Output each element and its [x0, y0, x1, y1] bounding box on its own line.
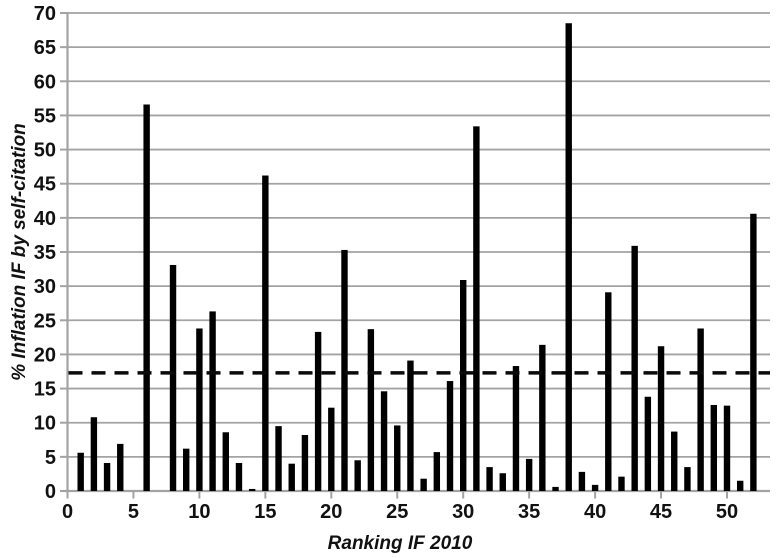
y-tick-label: 15	[34, 379, 56, 401]
bar	[591, 484, 599, 491]
x-tick-labels: 0 5 10 15 20 25 30 35 40 45 50	[62, 501, 738, 523]
gridlines	[67, 12, 770, 458]
x-tick-label: 30	[452, 501, 474, 523]
bar	[552, 486, 559, 491]
bar	[605, 292, 612, 491]
bar	[631, 245, 638, 491]
y-tick-label: 65	[34, 37, 56, 59]
x-tick-label: 25	[386, 501, 408, 523]
bar	[248, 488, 256, 491]
bar	[618, 476, 625, 491]
bar	[367, 329, 375, 491]
bar	[380, 391, 388, 491]
bar	[671, 431, 678, 491]
y-tick-label: 5	[45, 447, 56, 469]
bar	[209, 311, 216, 491]
bar	[314, 331, 322, 491]
y-tick-label: 45	[34, 174, 56, 196]
y-tick-label: 50	[34, 140, 56, 162]
bar	[90, 417, 98, 491]
y-tick-label: 35	[34, 242, 56, 264]
bar	[539, 344, 546, 491]
bar	[288, 463, 295, 491]
bar	[183, 448, 190, 491]
y-axis-title: % Inflation IF by self-citation	[9, 123, 30, 381]
x-axis-title: Ranking IF 2010	[328, 533, 473, 554]
y-tick-label: 40	[34, 208, 56, 230]
x-tick-label: 20	[320, 501, 342, 523]
bar	[235, 463, 243, 491]
bar	[407, 360, 414, 491]
bar	[525, 458, 533, 491]
bar	[578, 471, 586, 491]
bar	[697, 328, 704, 491]
x-tick-label: 45	[650, 501, 672, 523]
bar	[222, 432, 229, 491]
bar	[750, 213, 757, 491]
bar	[644, 396, 652, 491]
y-tick-label: 70	[34, 3, 56, 25]
bar	[143, 104, 150, 491]
y-tick-label: 20	[34, 344, 56, 366]
bar	[710, 404, 718, 491]
bar	[301, 435, 309, 491]
y-axis-ticks	[60, 12, 68, 492]
bar	[736, 480, 744, 491]
bar	[420, 478, 427, 491]
bar	[328, 407, 335, 491]
bar	[473, 126, 480, 492]
x-tick-label: 50	[716, 501, 738, 523]
bar	[446, 381, 454, 491]
x-tick-label: 35	[518, 501, 540, 523]
x-tick-label: 0	[62, 501, 73, 523]
x-axis-ticks	[66, 491, 728, 499]
bar	[77, 452, 84, 491]
y-tick-label: 55	[34, 105, 56, 127]
bar	[275, 426, 282, 491]
bar	[196, 328, 203, 491]
x-tick-label: 5	[128, 501, 139, 523]
bar	[684, 467, 691, 491]
y-tick-labels: 0 5 10 15 20 25 30 35 40 45 50 55 60 65 70	[34, 3, 56, 503]
bar	[512, 366, 520, 491]
y-tick-label: 60	[34, 71, 56, 93]
x-tick-label: 10	[188, 501, 210, 523]
bar	[341, 249, 348, 491]
bar	[723, 405, 731, 491]
y-tick-label: 30	[34, 276, 56, 298]
bar	[354, 460, 361, 491]
bar	[433, 452, 441, 491]
bar	[169, 264, 177, 491]
bar	[486, 467, 493, 491]
bar	[262, 175, 269, 491]
bar	[565, 23, 572, 491]
y-tick-label: 10	[34, 413, 56, 435]
bar	[117, 443, 124, 491]
bar	[499, 473, 506, 491]
y-tick-label: 25	[34, 310, 56, 332]
bar	[394, 425, 401, 491]
bars	[77, 23, 757, 492]
bar	[657, 346, 665, 491]
x-tick-label: 40	[584, 501, 606, 523]
bar	[103, 463, 111, 491]
bar	[460, 279, 467, 491]
y-tick-label: 0	[45, 481, 56, 503]
x-tick-label: 15	[254, 501, 276, 523]
